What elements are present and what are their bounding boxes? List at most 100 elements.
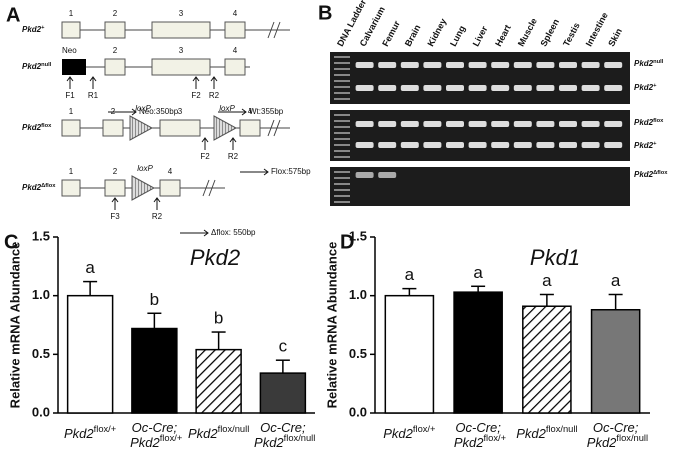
primer-arrow (229, 137, 237, 150)
band (378, 121, 397, 127)
band (559, 85, 577, 91)
band (446, 62, 464, 68)
exon-number: 3 (178, 107, 183, 116)
x-tick-label: Oc-Cre; Pkd2flox/+ (450, 420, 506, 450)
loxp-label: loxP (135, 104, 151, 113)
band (536, 121, 555, 127)
y-tick-label: 1.0 (32, 287, 50, 302)
band-label: Pkd2Δflox (634, 170, 668, 180)
loxp-site (129, 115, 154, 141)
band (581, 62, 600, 68)
ladder-band (334, 80, 350, 82)
primer-label: R2 (209, 91, 220, 100)
band (559, 121, 577, 127)
band (378, 62, 397, 68)
ladder-band (334, 68, 350, 70)
exon (224, 58, 246, 76)
significance-letter: b (150, 290, 159, 309)
allele-label: Pkd2+ (22, 25, 45, 35)
x-tick-label: Oc-Cre; Pkd2flox/+ (126, 420, 182, 450)
product-label: Wt:355bp (249, 107, 284, 116)
primer-arrow (89, 76, 97, 89)
band (559, 142, 577, 148)
exon (151, 21, 211, 39)
x-tick-label: Pkd2flox/+ (383, 424, 435, 441)
primer-arrow (153, 197, 161, 210)
allele-label: Pkd2null (22, 62, 52, 72)
significance-letter: c (279, 337, 288, 356)
exon-number: 4 (233, 9, 238, 18)
y-tick-label: 0.0 (349, 404, 367, 419)
lane-label: Testis (561, 21, 582, 48)
y-tick-label: 1.5 (32, 228, 50, 243)
band (378, 172, 397, 178)
ladder-band (334, 132, 350, 134)
band (468, 121, 487, 127)
panel-letter: A (6, 4, 20, 26)
break-mark (267, 21, 275, 39)
x-tick-label: Pkd2flox/+ (64, 424, 116, 441)
bar (131, 327, 178, 414)
band (513, 85, 532, 91)
exon (104, 58, 126, 76)
exon (159, 179, 181, 197)
ladder-band (334, 74, 350, 76)
product-arrow (180, 229, 209, 237)
y-axis-label: Relative mRNA Abundance (324, 242, 339, 409)
band (604, 121, 623, 127)
exon-number: 2 (113, 167, 118, 176)
bar (590, 308, 641, 414)
y-tick-label: 1.0 (349, 287, 367, 302)
exon (239, 119, 261, 137)
exon (151, 58, 211, 76)
y-tick-label: 1.5 (349, 228, 367, 243)
break-mark (273, 119, 281, 137)
y-tick-label: 0.5 (349, 346, 367, 361)
gel (330, 110, 630, 161)
product-arrow (108, 108, 137, 116)
primer-label: F1 (65, 91, 75, 100)
ladder-band (334, 98, 350, 100)
product-label: Flox:575bp (271, 167, 311, 176)
ladder-band (334, 62, 350, 64)
ladder-band (334, 86, 350, 88)
band (536, 142, 555, 148)
band (536, 85, 555, 91)
lane-label: Femur (380, 19, 402, 48)
band (446, 142, 464, 148)
panel-letter: B (318, 2, 332, 24)
neo-cassette (62, 59, 86, 75)
x-tick-label: Pkd2flox/null (516, 424, 577, 441)
lane-label: Spleen (538, 17, 561, 48)
band (400, 121, 419, 127)
y-tick-label: 0.5 (32, 346, 50, 361)
band-label: Pkd2+ (634, 141, 657, 151)
lane-label: Kidney (425, 17, 448, 48)
loxp-label: loxP (137, 164, 153, 173)
exon (102, 119, 124, 137)
band (581, 85, 600, 91)
band (378, 142, 397, 148)
exon (61, 119, 81, 137)
band (491, 62, 510, 68)
x-tick-label: Pkd2flox/null (188, 424, 249, 441)
y-axis-label: Relative mRNA Abundance (7, 242, 22, 409)
band-label: Pkd2null (634, 59, 664, 69)
significance-letter: a (405, 265, 415, 284)
primer-arrow (111, 197, 119, 210)
exon (104, 21, 126, 39)
panel-letter: C (4, 231, 18, 253)
product-arrow (218, 108, 247, 116)
exon-number: 1 (69, 167, 74, 176)
ladder-band (334, 92, 350, 94)
band (355, 172, 374, 178)
band (581, 121, 600, 127)
band (400, 85, 419, 91)
bar (453, 291, 503, 414)
band (400, 62, 419, 68)
exon-number: 4 (168, 167, 173, 176)
primer-arrow (66, 76, 74, 89)
